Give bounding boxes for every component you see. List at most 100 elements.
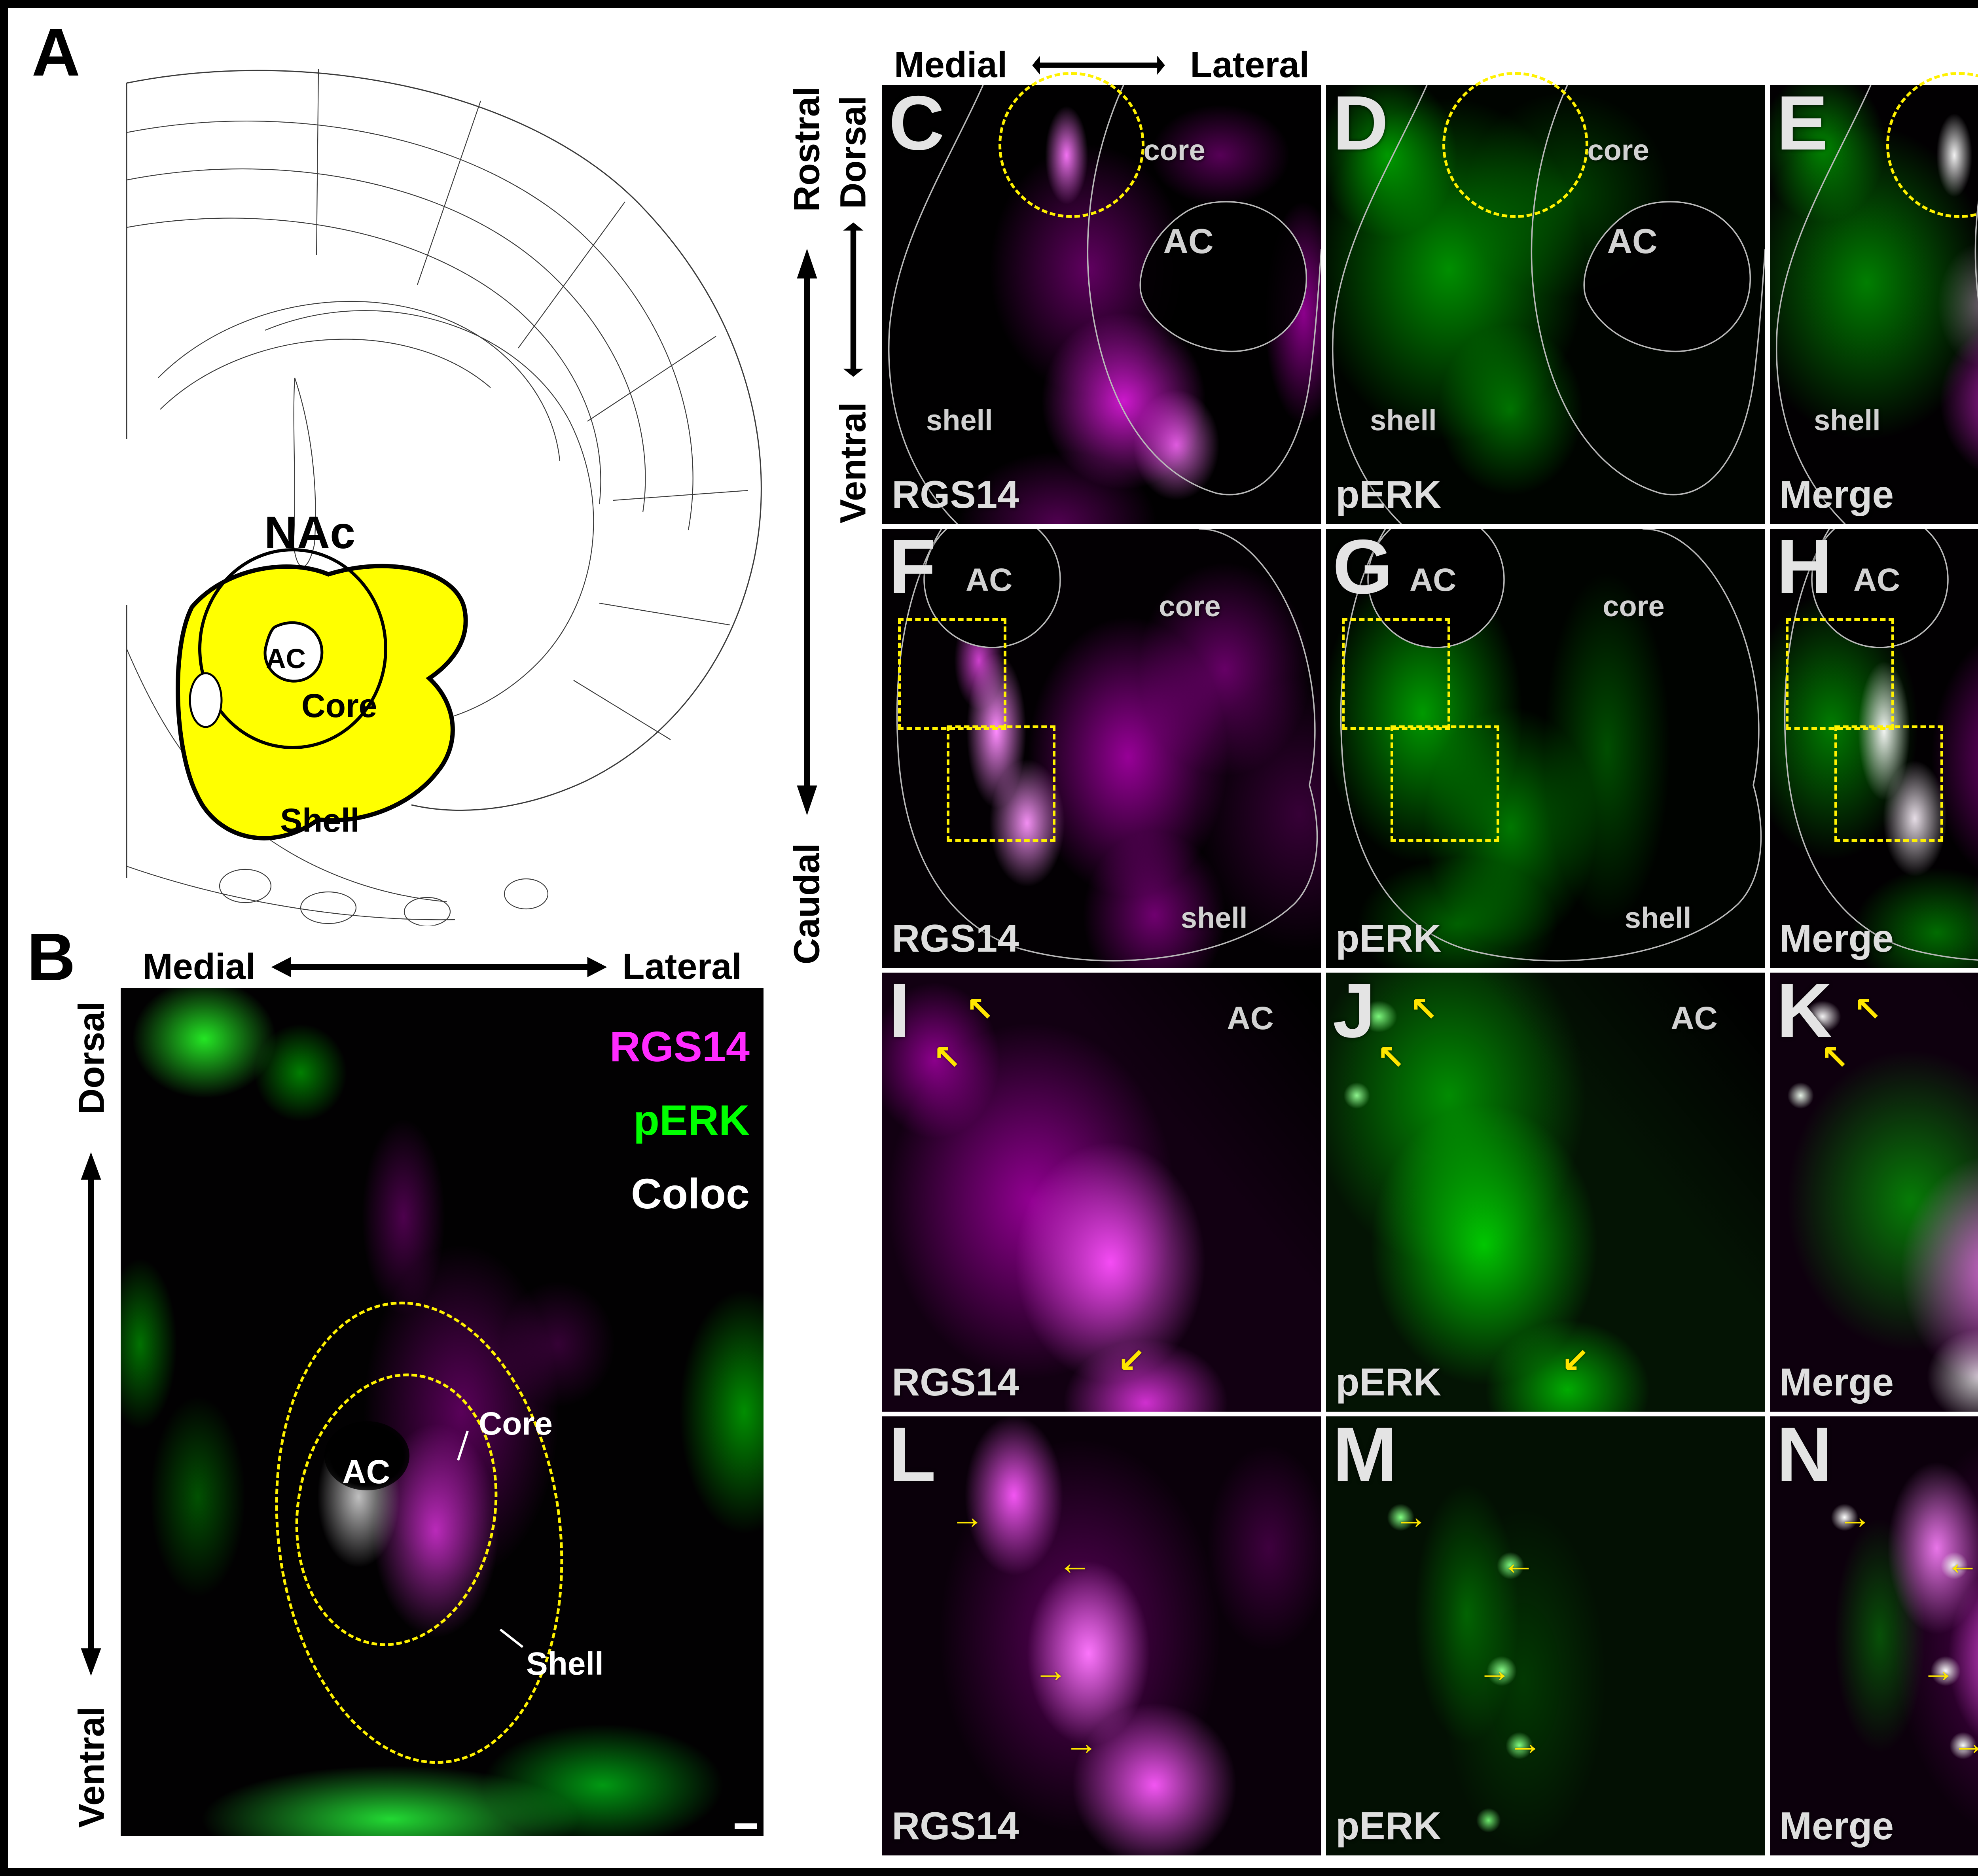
panel-letter: G <box>1332 523 1393 610</box>
cell-arrow: ↖ <box>932 1039 961 1077</box>
grid-medial-lateral-axis: Medial Lateral <box>882 44 1321 86</box>
cell-arrow: ↖ <box>1820 1039 1849 1077</box>
panel-f-rgs14-caudal: F AC core shell RGS14 <box>882 524 1321 968</box>
label-ac: AC <box>1409 562 1457 598</box>
label-core: Core <box>301 687 377 724</box>
label-caudal: Caudal <box>786 843 827 965</box>
panel-m-perk-highmag: M → ← → → pERK <box>1326 1412 1765 1855</box>
panel-d-perk-rostral: D core AC shell pERK <box>1326 72 1765 524</box>
label-dorsal: Dorsal <box>833 95 873 209</box>
label-shell: Shell <box>526 1646 604 1682</box>
cell-arrow: → <box>1064 1724 1099 1762</box>
panel-i-rgs14-highmag: I AC ↖ ↖ ↙ RGS14 <box>882 968 1321 1412</box>
panel-letter: H <box>1776 523 1832 610</box>
cell-arrow: ↖ <box>1853 990 1882 1028</box>
panel-g-perk-caudal: G AC core shell pERK <box>1326 524 1765 968</box>
channel-label: pERK <box>1336 1360 1442 1404</box>
cell-arrow: → <box>1838 1497 1872 1536</box>
channel-label: Merge <box>1779 916 1894 960</box>
label-rostral: Rostral <box>786 86 827 212</box>
cell-arrow: → <box>1477 1651 1512 1690</box>
roi-dashed-box-upper <box>1785 618 1894 730</box>
panel-j-perk-highmag: J AC ↖ ↖ ↙ pERK <box>1326 968 1765 1412</box>
roi-dashed-box-lower <box>1391 725 1499 842</box>
label-core: core <box>1587 134 1649 167</box>
panel-n-merge-highmag: N → ← → → Merge <box>1770 1412 1978 1855</box>
cell-arrow: ← <box>1502 1544 1536 1582</box>
label-lateral: Lateral <box>1190 45 1309 85</box>
label-core: Core <box>479 1406 553 1442</box>
channel-label: pERK <box>1336 1804 1442 1848</box>
label-dorsal: Dorsal <box>71 1001 112 1115</box>
label-ac: AC <box>342 1453 390 1490</box>
roi-dashed-box-lower <box>1834 725 1943 842</box>
legend-coloc: Coloc <box>631 1169 750 1217</box>
legend-rgs14: RGS14 <box>609 1022 750 1070</box>
label-core: core <box>1143 134 1205 167</box>
cell-arrow: ↖ <box>1409 990 1438 1028</box>
cell-arrow: ↖ <box>1376 1039 1405 1077</box>
panel-letter: M <box>1332 1411 1397 1497</box>
channel-label: pERK <box>1336 473 1442 517</box>
cell-arrow: → <box>1952 1726 1978 1760</box>
panel-l-rgs14-highmag: L → ← → → RGS14 <box>882 1412 1321 1855</box>
panel-letter: K <box>1776 967 1832 1054</box>
roi-dashed-box-upper <box>1341 618 1450 730</box>
label-ac: AC <box>1853 562 1900 598</box>
panel-letter: D <box>1332 80 1389 166</box>
medial-lateral-arrow <box>1031 53 1166 77</box>
anterior-commissure-blob <box>324 1421 409 1490</box>
cell-arrow: ↙ <box>1561 1341 1590 1380</box>
channel-label: pERK <box>1336 916 1442 960</box>
panel-letter: J <box>1332 967 1376 1054</box>
roi-dashed-box-upper <box>898 618 1006 730</box>
cell-arrow: → <box>1508 1724 1542 1762</box>
panel-b-micrograph: RGS14 pERK Coloc AC Core Shell <box>121 988 764 1836</box>
cell-arrow: ↙ <box>1117 1341 1146 1380</box>
label-shell: shell <box>1180 901 1248 935</box>
panel-k-merge-highmag: K AC ↖ ↖ ↙ Merge <box>1770 968 1978 1412</box>
panel-letter: E <box>1776 80 1828 166</box>
channel-label: Merge <box>1779 1360 1894 1404</box>
cell-arrow: ← <box>1946 1544 1978 1582</box>
medial-lateral-arrow <box>269 954 609 980</box>
channel-legend: RGS14 pERK Coloc <box>610 1010 750 1230</box>
scale-bar <box>735 1823 757 1829</box>
channel-label: RGS14 <box>892 1804 1019 1848</box>
cell-arrow: → <box>1394 1497 1429 1536</box>
panel-letter: F <box>889 523 936 610</box>
channel-label: RGS14 <box>892 473 1019 517</box>
cell-arrow: → <box>1033 1651 1068 1690</box>
cell-arrow: ↖ <box>965 990 994 1028</box>
channel-label: RGS14 <box>892 1360 1019 1404</box>
label-ac: AC <box>1607 221 1658 261</box>
panel-h-merge-caudal: H AC core shell Merge <box>1770 524 1978 968</box>
label-ventral: Ventral <box>71 1706 112 1828</box>
rostral-caudal-arrow <box>794 245 820 819</box>
channel-label: Merge <box>1779 473 1894 517</box>
label-shell: Shell <box>280 802 360 839</box>
cell-arrow: → <box>1921 1651 1955 1690</box>
panel-letter-b: B <box>27 920 76 995</box>
nac-highlight-region <box>176 564 468 841</box>
roi-dashed-circle <box>1442 72 1589 218</box>
panel-letter: N <box>1776 1411 1832 1497</box>
label-ac: AC <box>1163 221 1214 261</box>
label-shell: shell <box>1370 403 1437 437</box>
label-ac: AC <box>266 643 306 674</box>
label-ac: AC <box>965 562 1013 598</box>
channel-label: RGS14 <box>892 916 1019 960</box>
label-nac: NAc <box>264 507 356 558</box>
panel-c-rgs14-rostral: C core AC shell RGS14 <box>882 72 1321 524</box>
legend-perk: pERK <box>633 1096 750 1144</box>
panel-letter: C <box>889 80 945 166</box>
label-core: core <box>1603 590 1665 623</box>
label-medial: Medial <box>894 45 1008 85</box>
label-lateral: Lateral <box>622 947 742 987</box>
label-medial: Medial <box>142 947 256 987</box>
label-shell: shell <box>1624 901 1692 935</box>
roi-dashed-circle <box>998 72 1145 218</box>
roi-dashed-box-lower <box>947 725 1055 842</box>
brain-atlas-drawing <box>126 69 762 926</box>
